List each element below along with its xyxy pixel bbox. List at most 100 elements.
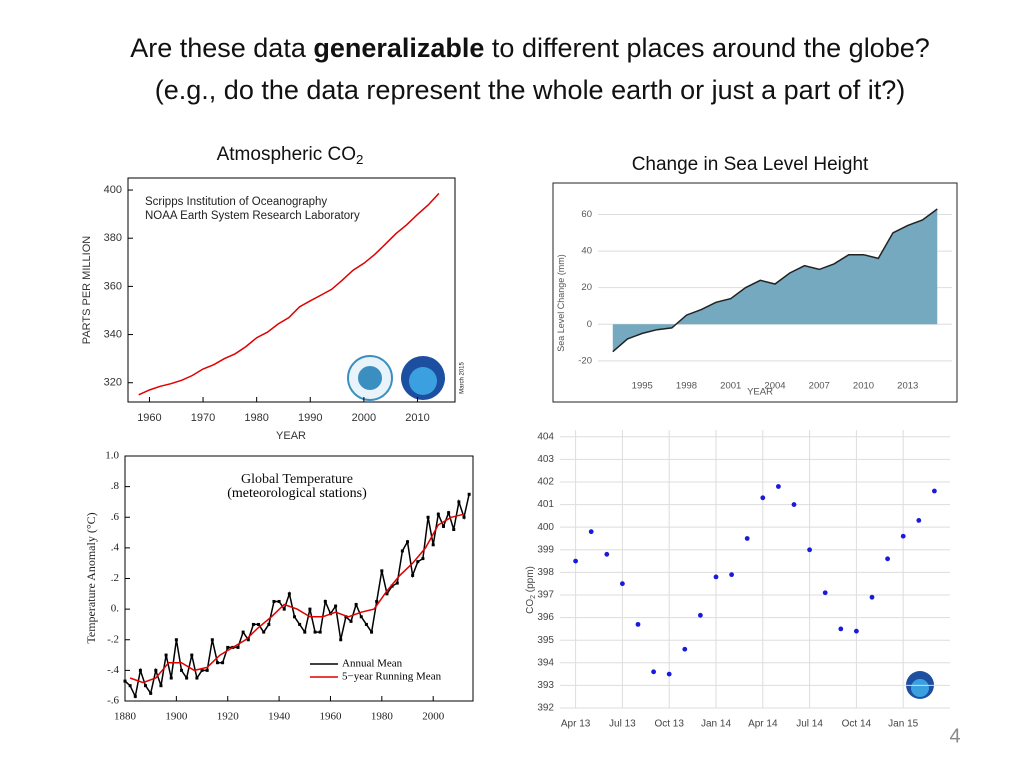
title-part: Are these data [130,33,313,63]
label-text: Sea Level Change (mm) [556,254,566,352]
data-point [149,691,153,695]
y-tick-label: 60 [581,209,592,220]
x-tick-label: 1880 [114,711,137,723]
data-point [185,676,189,680]
data-point [807,547,812,553]
x-tick-label: 2000 [422,711,445,723]
data-point [416,560,420,564]
x-tick-label: 1998 [676,381,697,392]
data-point [277,599,281,603]
y-tick-label: -.6 [107,695,119,707]
x-axis-label: YEAR [276,430,306,442]
x-tick-label: Apr 13 [561,719,591,730]
x-tick-label: 1900 [165,711,188,723]
data-point [822,590,828,596]
x-tick-label: Oct 14 [842,719,872,730]
data-point [370,630,374,634]
data-point [406,540,410,544]
data-point [791,502,797,507]
data-point [885,556,890,562]
plot-frame [124,455,474,702]
data-point [854,628,859,634]
label-text: PARTS PER MILLION [81,236,93,344]
data-point [620,581,625,587]
y-tick-label: 400 [104,184,122,196]
y-tick-label: 404 [537,431,554,442]
x-tick-label: 2010 [853,381,874,392]
y-tick-label: 400 [537,522,554,533]
data-point [164,653,168,657]
annotation: NOAA Earth System Research Laboratory [145,210,360,222]
data-point [431,543,435,547]
title-text: Change in Sea Level Height [632,154,869,175]
y-axis-label: CO2 (ppm) [525,566,537,614]
label-subscript: 2 [530,595,537,599]
data-line [138,192,440,396]
data-point [573,558,578,564]
data-point [467,492,471,496]
x-tick-label: 2000 [352,412,376,424]
x-axis-label: YEAR [747,387,773,398]
data-point [713,574,719,580]
annotation: March 2015 [460,361,466,393]
data-point [180,668,184,672]
y-tick-label: 360 [104,280,122,292]
data-point [144,684,148,688]
data-point [869,594,875,600]
chart-title: Global Temperature [241,472,353,487]
y-tick-label: 397 [537,590,554,601]
data-point [339,638,343,642]
x-tick-label: 1960 [137,412,161,424]
y-tick-label: 403 [537,454,554,465]
data-point [359,615,363,619]
data-point [462,515,466,519]
y-tick-label: 392 [537,703,554,714]
data-point [400,549,404,553]
data-point [635,621,641,627]
data-point [293,615,297,619]
data-point [138,668,142,672]
data-point [729,572,734,578]
y-tick-label: -.4 [107,664,119,676]
x-tick-label: Apr 14 [748,719,778,730]
data-point [666,671,672,677]
chart-title: Atmospheric CO2 [217,144,364,167]
data-point [236,645,240,649]
data-point [174,638,178,642]
y-tick-label: 0 [587,319,592,330]
y-tick-label: 20 [581,282,592,293]
data-point [241,630,245,634]
title-text: Global Temperature [241,472,353,487]
data-point [210,638,214,642]
y-axis-label: Temperature Anomaly (°C) [84,512,98,643]
data-point [452,528,456,531]
data-point [900,533,906,539]
data-point [303,630,307,634]
slide-title: (e.g., do the data represent the whole e… [155,75,905,105]
slide-title: Are these data generalizable to differen… [130,33,930,63]
title-part: to different places around the globe? [484,33,929,63]
y-tick-label: -20 [578,355,592,366]
chart-title: Change in Sea Level Height [632,154,869,175]
y-tick-label: 396 [537,612,554,623]
data-point [760,495,766,501]
y-tick-label: 399 [537,544,554,555]
data-point [838,626,844,632]
data-point [308,607,312,611]
y-tick-label: 380 [104,232,122,244]
data-point [380,569,384,573]
chart: 320 340 360 380 400 1960 1970 1980 1990 2000 2010 A… [81,144,466,442]
data-point [349,619,353,623]
x-tick-label: 2013 [897,381,918,392]
data-point [205,668,209,672]
x-tick-label: 1970 [191,412,215,424]
logo [409,367,437,395]
data-point [411,573,415,577]
data-point [916,518,922,523]
x-tick-label: Jan 14 [701,719,731,730]
x-tick-label: 2001 [720,381,741,392]
annotation: Scripps Institution of Oceanography [145,196,327,208]
y-tick-label: 1.0 [105,450,119,462]
y-tick-label: 0. [111,603,120,615]
y-tick-label: 394 [537,657,554,668]
